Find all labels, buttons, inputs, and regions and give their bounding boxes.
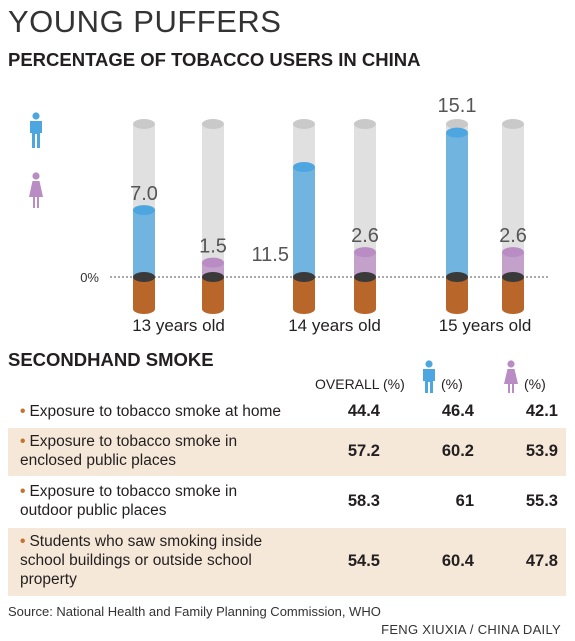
secondhand-section-title: SECONDHAND SMOKE <box>8 349 214 370</box>
row-label-line: • Exposure to tobacco smoke in <box>20 433 238 450</box>
cigarette-butt-bottom <box>502 304 524 314</box>
row-bullet: • <box>20 483 26 500</box>
female-legend-icon <box>29 172 43 208</box>
cigarette-butt <box>133 277 155 309</box>
cigarette-joint <box>502 272 524 282</box>
bar-cap <box>354 247 376 258</box>
overall-value: 57.2 <box>347 442 380 460</box>
row-label-line: • Exposure to tobacco smoke at home <box>20 403 282 420</box>
cigarette-butt <box>446 277 468 309</box>
row-label-line: school buildings or outside school <box>20 552 252 569</box>
row-label-line: • Exposure to tobacco smoke in <box>20 483 238 500</box>
bar <box>133 210 155 277</box>
male-legend-head <box>32 112 40 120</box>
value-label: 2.6 <box>499 225 527 247</box>
female-value: 55.3 <box>525 492 558 510</box>
bar <box>293 167 315 277</box>
cigarette-body <box>354 124 376 277</box>
credit-line: FENG XIUXIA / CHINA DAILY <box>381 622 561 637</box>
cigarette-butt <box>354 277 376 309</box>
cigarette-top <box>502 119 524 129</box>
chart-title: YOUNG PUFFERS <box>8 4 282 39</box>
row-label: • Exposure to tobacco smoke at home <box>20 402 281 421</box>
cigarette-butt <box>502 277 524 309</box>
cigarette-top <box>202 119 224 129</box>
value-label: 2.6 <box>351 225 379 247</box>
male-value: 60.2 <box>441 442 474 460</box>
row-label-line: • Students who saw smoking inside <box>20 533 263 550</box>
table-row: • Students who saw smoking inside school b… <box>8 528 566 596</box>
bar <box>354 252 376 277</box>
male-value: 60.4 <box>441 552 474 570</box>
male-column-header: (%) <box>441 376 463 392</box>
value-label: 7.0 <box>130 183 158 205</box>
category-label: 13 years old <box>132 316 225 335</box>
bar-cap <box>202 257 224 268</box>
row-label-line: enclosed public places <box>20 452 176 469</box>
value-label: 15.1 <box>438 95 477 117</box>
row-label: • Exposure to tobacco smoke in enclosed pu… <box>20 432 237 470</box>
bar-cap <box>293 162 315 173</box>
female-value: 47.8 <box>525 552 558 570</box>
cigarette-body <box>502 124 524 277</box>
cigarette-top <box>446 119 468 129</box>
row-label-line: property <box>20 571 77 588</box>
cigarette-butt-bottom <box>354 304 376 314</box>
overall-value: 58.3 <box>347 492 380 510</box>
cigarette-butt-bottom <box>202 304 224 314</box>
male-value: 61 <box>455 492 474 510</box>
bar-cap <box>502 247 524 258</box>
row-label: • Students who saw smoking inside school b… <box>20 532 262 589</box>
male-value: 46.4 <box>441 402 474 420</box>
value-label: 11.5 <box>252 244 289 266</box>
cigarette-top <box>354 119 376 129</box>
cigarette-butt-bottom <box>293 304 315 314</box>
female-legend-body <box>29 181 43 208</box>
cigarette-joint <box>293 272 315 282</box>
table-row: • Exposure to tobacco smoke in outdoor pub… <box>8 478 566 526</box>
row-label-line: outdoor public places <box>20 502 167 519</box>
female-legend-head <box>32 172 40 180</box>
cigarette-joint <box>202 272 224 282</box>
overall-column-header: OVERALL (%) <box>315 376 405 392</box>
cigarette-joint <box>354 272 376 282</box>
row-label: • Exposure to tobacco smoke in outdoor pub… <box>20 482 237 520</box>
row-bullet: • <box>20 533 26 550</box>
row-bullet: • <box>20 433 26 450</box>
bar-cap <box>446 127 468 138</box>
female-value: 42.1 <box>525 402 558 420</box>
bar <box>446 132 468 277</box>
source-note: Source: National Health and Family Plann… <box>8 604 381 619</box>
value-label: 1.5 <box>199 236 227 258</box>
category-label: 14 years old <box>288 316 381 335</box>
male-legend-body <box>30 121 42 148</box>
category-label: 15 years old <box>439 316 532 335</box>
tobacco-users-chart: 0% 7.0 1.5 13 years old 11.5 2.6 14 years old 1… <box>29 95 550 335</box>
cigarette-butt-bottom <box>133 304 155 314</box>
bar-cap <box>133 205 155 216</box>
bar <box>502 252 524 277</box>
male-legend-icon <box>30 112 42 148</box>
cigarette-joint <box>133 272 155 282</box>
cigarette-top <box>293 119 315 129</box>
table-row: • Exposure to tobacco smoke at home 44.4 46… <box>8 398 566 426</box>
overall-value: 54.5 <box>347 552 380 570</box>
overall-value: 44.4 <box>347 402 380 420</box>
cigarette-butt <box>202 277 224 309</box>
female-value: 53.9 <box>525 442 558 460</box>
cigarette-top <box>133 119 155 129</box>
row-bullet: • <box>20 403 26 420</box>
baseline-label: 0% <box>80 270 99 285</box>
cigarette-body <box>202 124 224 277</box>
cigarette-butt <box>293 277 315 309</box>
female-column-header: (%) <box>524 376 546 392</box>
chart-subtitle: PERCENTAGE OF TOBACCO USERS IN CHINA <box>8 49 421 70</box>
table-row: • Exposure to tobacco smoke in enclosed pu… <box>8 428 566 476</box>
male-figure-icon <box>423 360 435 393</box>
cigarette-butt-bottom <box>446 304 468 314</box>
cigarette-joint <box>446 272 468 282</box>
female-figure-icon <box>504 360 518 393</box>
